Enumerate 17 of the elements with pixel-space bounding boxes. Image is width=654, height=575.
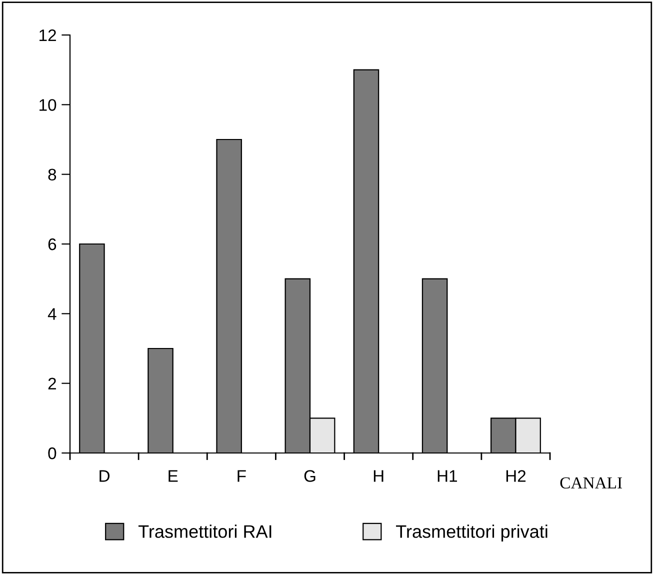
legend-label: Trasmettitori RAI xyxy=(138,524,272,538)
x-tick-label: F xyxy=(238,470,246,482)
x-tick-label: E xyxy=(168,470,178,482)
legend-label: Trasmettitori privati xyxy=(396,524,548,542)
y-tick-label: 12 xyxy=(40,29,56,42)
x-tick-label: G xyxy=(304,470,316,482)
x-tick-label: D xyxy=(100,470,110,482)
y-tick-label: 4 xyxy=(48,308,56,320)
y-tick-label: 6 xyxy=(48,238,56,250)
y-tick-label: 8 xyxy=(48,168,56,181)
y-tick-label: 10 xyxy=(40,99,56,111)
y-tick-label: 0 xyxy=(48,447,56,460)
x-tick-label: H xyxy=(374,470,384,482)
x-tick-label: H1 xyxy=(438,470,457,482)
x-tick-label: H2 xyxy=(506,470,526,482)
y-tick-label: 2 xyxy=(48,378,56,390)
x-axis-title: CANALI xyxy=(560,477,622,489)
